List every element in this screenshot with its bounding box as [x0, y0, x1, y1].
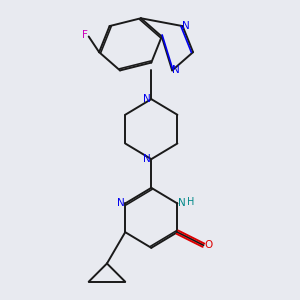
Text: F: F: [82, 30, 88, 40]
Text: N: N: [143, 154, 151, 164]
Text: N: N: [182, 21, 190, 31]
Text: O: O: [205, 240, 213, 250]
Text: N: N: [143, 94, 151, 104]
Text: N: N: [117, 199, 125, 208]
Text: H: H: [187, 197, 195, 207]
Text: N: N: [172, 65, 180, 75]
Text: N: N: [178, 199, 186, 208]
